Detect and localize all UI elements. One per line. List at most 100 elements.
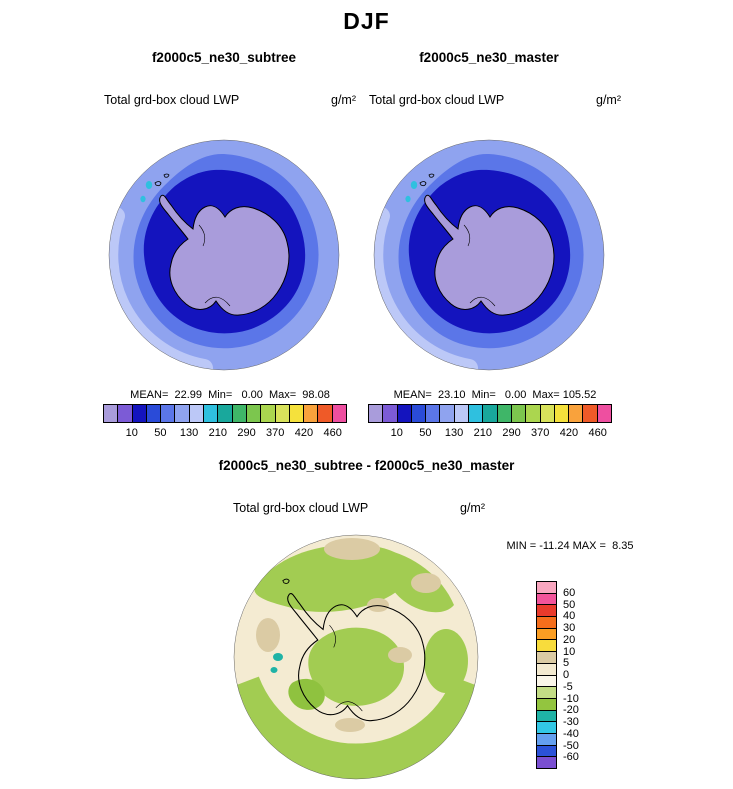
colorbar-cell: [383, 405, 398, 422]
diff-positive-patch: [256, 618, 280, 652]
colorbar-cell: [175, 405, 190, 422]
colorbar-cells: [368, 404, 612, 423]
colorbar-cell: [289, 405, 305, 422]
colorbar-cell: [440, 405, 455, 422]
colorbar-tick-label: 210: [473, 427, 492, 439]
colorbar-cell: [189, 405, 205, 422]
colorbar-tick-label: 370: [266, 427, 285, 439]
colorbar-tick-label: 50: [419, 427, 432, 439]
colorbar-cell: [537, 652, 556, 664]
colorbar-cell: [537, 675, 556, 688]
colorbar-cell: [537, 593, 556, 606]
colorbar-cell: [537, 687, 556, 699]
lwp-rim-light-band: [109, 207, 213, 370]
colorbar-cell: [537, 733, 556, 746]
colorbar-cell: [132, 405, 147, 422]
colorbar-cell: [397, 405, 412, 422]
colorbar-cell: [232, 405, 247, 422]
colorbar-cell: [246, 405, 262, 422]
colorbar-cell: [332, 405, 347, 422]
right-stats-line: MEAN= 23.10 Min= 0.00 Max= 105.52: [393, 389, 597, 401]
left-stats-line: MEAN= 22.99 Min= 0.00 Max= 98.08: [130, 389, 330, 401]
diff-positive-patch: [324, 538, 380, 560]
diff-negative-region-right: [424, 629, 468, 693]
colorbar-cell: [537, 757, 556, 768]
colorbar-cell: [411, 405, 427, 422]
colorbar-cells: [103, 404, 347, 423]
colorbar-tick-label: 60: [563, 586, 576, 599]
diff-negative-region-lowerleft: [288, 678, 325, 710]
colorbar-cell: [275, 405, 290, 422]
colorbar-cell: [261, 405, 276, 422]
colorbar-cell: [511, 405, 527, 422]
colorbar-tick-label: 130: [179, 427, 199, 439]
diff-negative-region-center: [308, 627, 405, 706]
season-title: DJF: [343, 8, 390, 34]
diff-field-label: Total grd-box cloud LWP: [233, 501, 369, 515]
colorbar-cell: [537, 640, 556, 653]
colorbar-cell: [526, 405, 541, 422]
colorbar-cell: [537, 722, 556, 734]
colorbar-cell: [204, 405, 219, 422]
colorbar-tick-label: -20: [563, 704, 579, 717]
colorbar-tick-label: 10: [390, 427, 403, 439]
right-units-label: g/m²: [596, 93, 621, 107]
colorbar-cell: [483, 405, 498, 422]
antarctica-continent: [424, 194, 555, 316]
colorbar-tick-label: 20: [563, 633, 576, 646]
colorbar-tick-label: 5: [563, 657, 570, 670]
right-panel-title: f2000c5_ne30_master: [419, 50, 559, 65]
left-field-label: Total grd-box cloud LWP: [104, 93, 240, 107]
colorbar-cell: [537, 745, 556, 758]
island-outlines: [154, 173, 170, 187]
colorbar-tick-label: -30: [563, 716, 579, 728]
colorbar-cell: [118, 405, 133, 422]
antarctica-continent: [159, 194, 290, 316]
colorbar-tick-label: 50: [154, 427, 167, 439]
lwp-rim-light-band: [374, 207, 478, 370]
colorbar-tick-label: 290: [237, 427, 256, 439]
colorbar-cell: [537, 710, 556, 723]
colorbar-cell: [597, 405, 612, 422]
lwp-speck: [410, 181, 418, 189]
right-field-label: Total grd-box cloud LWP: [369, 93, 505, 107]
map-boundary-circle: [108, 139, 340, 371]
colorbar-cell: [304, 405, 319, 422]
diff-colorbar: 60 50 40 30 20 10 5 0 -5 -10 -20 -30 -40 -50 -60: [536, 581, 600, 773]
right-field-row: Total grd-box cloud LWP g/m²: [369, 93, 621, 107]
diff-positive-patch: [411, 573, 441, 593]
colorbar-cell: [161, 405, 176, 422]
colorbar-cell: [537, 582, 556, 594]
lwp-speck: [140, 195, 146, 203]
diff-strong-negative-spot: [270, 667, 278, 673]
left-panel-title: f2000c5_ne30_subtree: [151, 50, 297, 65]
map-boundary-circle: [233, 534, 479, 780]
colorbar-tick-label: 290: [502, 427, 521, 439]
colorbar-cell: [537, 605, 556, 618]
colorbar-tick-label: 460: [588, 427, 607, 439]
colorbar-cell: [540, 405, 555, 422]
colorbar-tick-label: -50: [563, 739, 579, 752]
diff-units-label: g/m²: [460, 501, 485, 515]
diff-strong-negative-spot: [273, 653, 283, 661]
diff-positive-patch: [388, 647, 412, 663]
colorbar-cell: [218, 405, 233, 422]
antarctica-coastline: [282, 578, 426, 722]
ross-ice-shelf-line: [204, 296, 231, 307]
colorbar-tick-label: 370: [531, 427, 550, 439]
colorbar-tick-label: 30: [563, 622, 576, 634]
diff-positive-patch: [367, 598, 389, 612]
colorbar-cell: [497, 405, 512, 422]
colorbar-cell: [318, 405, 333, 422]
colorbar-cell: [146, 405, 162, 422]
colorbar-tick-label: 10: [563, 645, 576, 658]
colorbar-tick-label: 420: [294, 427, 314, 439]
polar-map-diff: [233, 534, 479, 780]
colorbar-tick-label: -40: [563, 727, 579, 740]
ronne-ice-shelf-line: [198, 224, 206, 247]
colorbar-cell: [583, 405, 598, 422]
diff-field-row: Total grd-box cloud LWP g/m²: [233, 501, 485, 515]
colorbar-tick-label: 460: [323, 427, 342, 439]
colorbar-tick-label: -5: [563, 680, 573, 693]
diff-panel-title: f2000c5_ne30_subtree - f2000c5_ne30_mast…: [218, 458, 515, 473]
